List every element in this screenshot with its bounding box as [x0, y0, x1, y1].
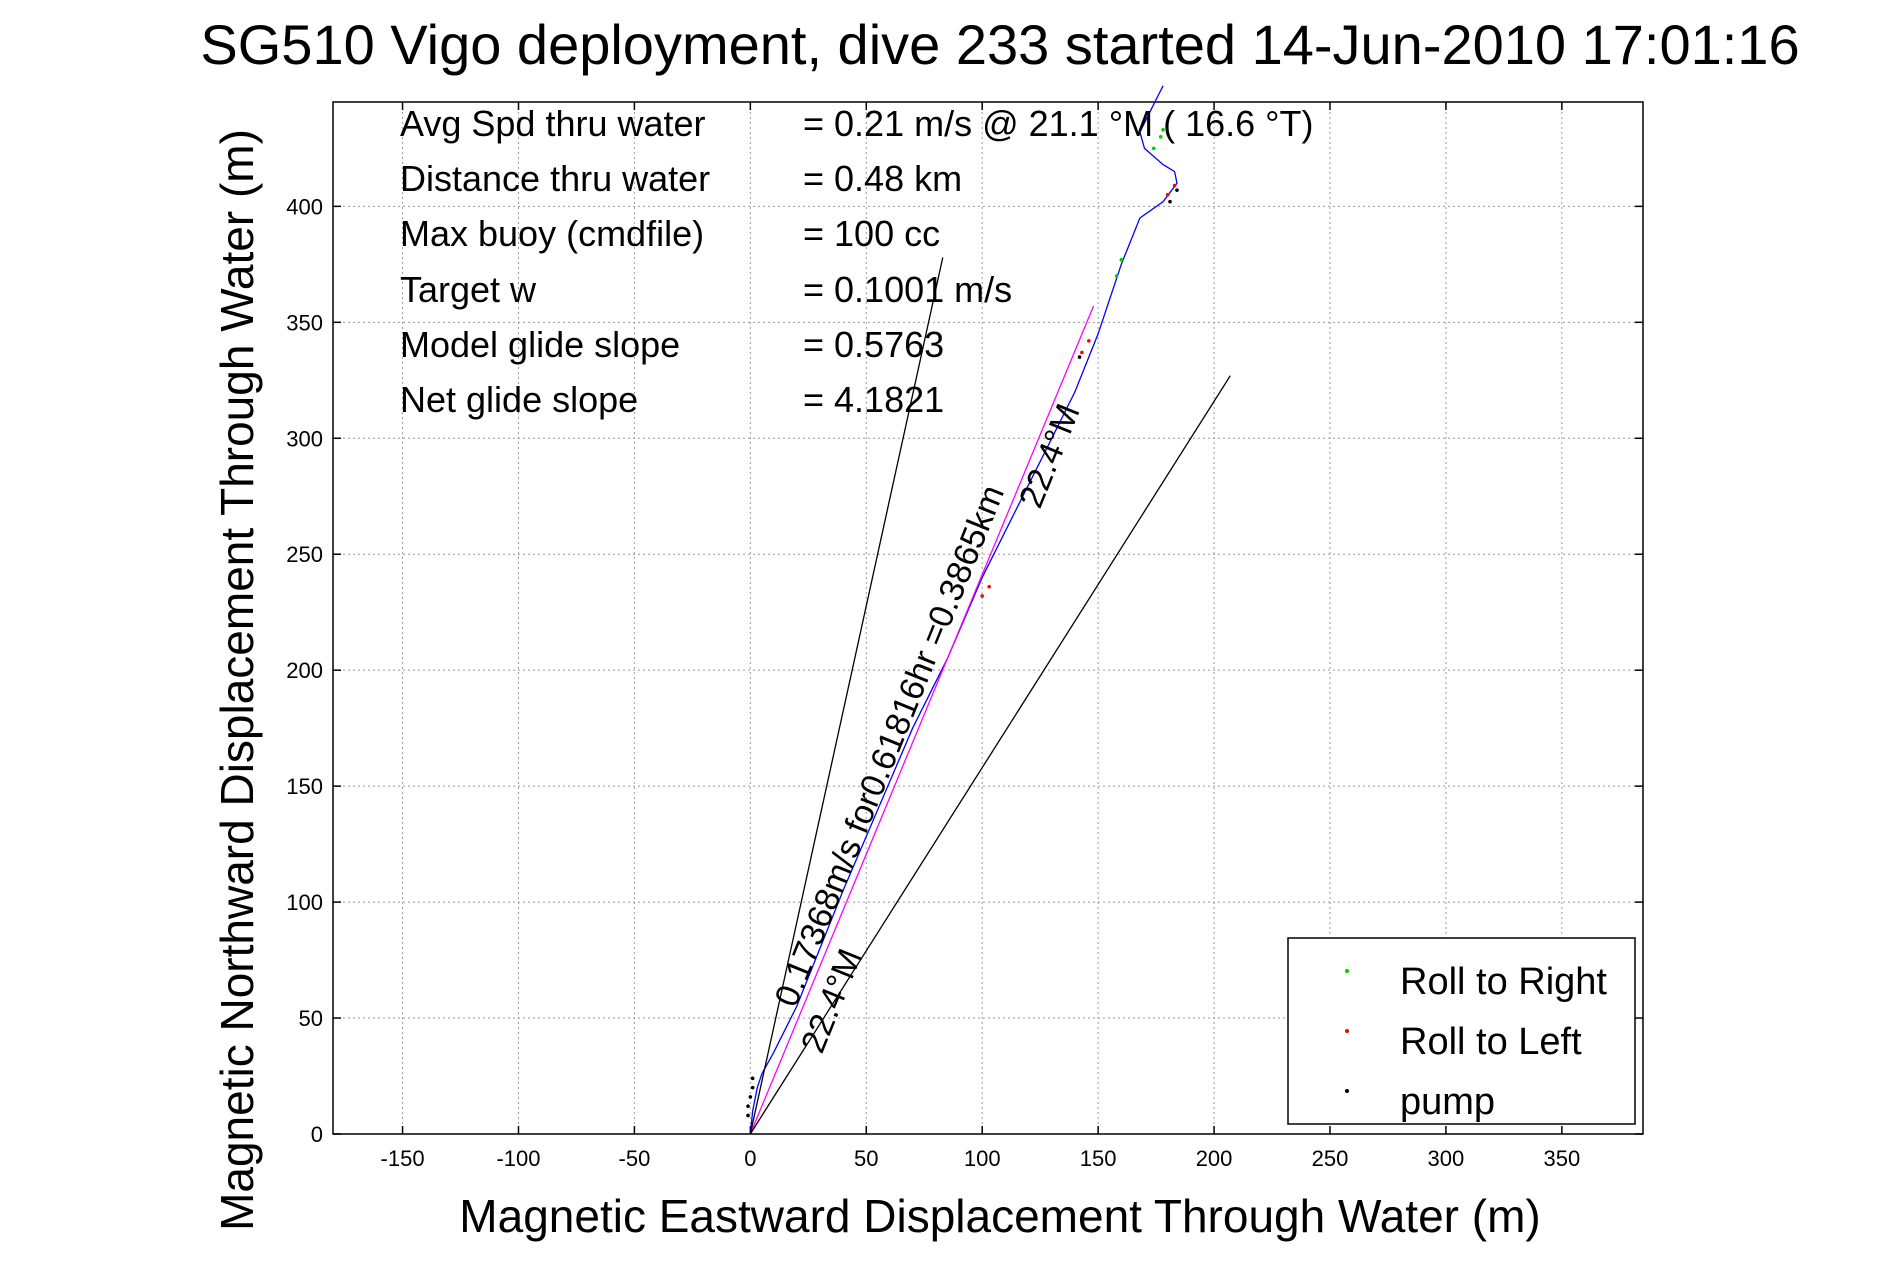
roll-right-point — [1158, 134, 1163, 139]
y-tick-label: 150 — [286, 774, 323, 799]
stat-value: = 0.48 km — [803, 158, 962, 199]
plot-frame — [332, 101, 1644, 1135]
x-tick-label: 350 — [1543, 1146, 1580, 1171]
stat-value: = 0.5763 — [803, 324, 944, 365]
stat-value: = 4.1821 — [803, 379, 944, 420]
stat-label: Target w — [400, 269, 537, 310]
legend-label: Roll to Left — [1400, 1021, 1582, 1063]
x-tick-label: 150 — [1080, 1146, 1117, 1171]
series-line-bound-left — [749, 257, 944, 1135]
roll-left-point — [1080, 350, 1084, 355]
y-tick-label: 50 — [299, 1006, 323, 1031]
x-tick-label: 0 — [744, 1146, 756, 1171]
stat-label: Avg Spd thru water — [400, 103, 706, 144]
series-line-track — [749, 85, 1178, 1135]
stats-box: Avg Spd thru water = 0.21 m/s @ 21.1 °M … — [400, 103, 1314, 420]
pump-point — [1175, 188, 1179, 192]
stat-value: = 100 cc — [803, 213, 940, 254]
series-markers — [746, 128, 1179, 1118]
y-tick-label: 0 — [311, 1122, 323, 1147]
y-tick-label: 350 — [286, 310, 323, 335]
roll-right-point — [1114, 274, 1119, 278]
roll-left-point — [980, 594, 985, 598]
chart-title: SG510 Vigo deployment, dive 233 started … — [200, 13, 1799, 76]
roll-right-point — [1151, 146, 1156, 151]
y-tick-label: 400 — [286, 194, 323, 219]
pump-point — [746, 1113, 750, 1118]
x-tick-label: 50 — [854, 1146, 878, 1171]
x-tick-label: 200 — [1196, 1146, 1233, 1171]
x-tick-label: 250 — [1312, 1146, 1349, 1171]
stat-value: = 0.21 m/s @ 21.1 °M ( 16.6 °T) — [803, 103, 1314, 144]
pump-point — [750, 1076, 755, 1081]
series-lines — [749, 85, 1231, 1135]
stat-label: Net glide slope — [400, 379, 638, 420]
legend-label: Roll to Right — [1400, 961, 1607, 1003]
axis-ticks: -150 -100 -50 0 50 100 150 200 250 300 350 0 50 100 15… — [286, 102, 1643, 1171]
legend-marker-roll-right — [1345, 969, 1349, 973]
y-axis-label: Magnetic Northward Displacement Through … — [211, 129, 263, 1231]
roll-right-point — [1119, 257, 1124, 262]
roll-right-point — [1161, 128, 1165, 132]
stat-label: Max buoy (cmdfile) — [400, 213, 704, 254]
pump-point — [1077, 355, 1082, 359]
pump-point — [1168, 199, 1172, 204]
legend-marker-pump — [1345, 1089, 1349, 1093]
roll-left-point — [987, 584, 991, 589]
roll-left-point — [1165, 192, 1170, 197]
pump-point — [748, 1095, 753, 1099]
pump-point — [750, 1085, 755, 1090]
roll-left-point — [1172, 183, 1177, 188]
stat-label: Distance thru water — [400, 158, 710, 199]
pump-point — [746, 1104, 750, 1108]
stat-value: = 0.1001 m/s — [803, 269, 1012, 310]
legend-marker-roll-left — [1345, 1029, 1349, 1033]
series-line-bound-right — [749, 375, 1231, 1135]
y-tick-label: 200 — [286, 658, 323, 683]
x-tick-label: -150 — [381, 1146, 425, 1171]
roll-left-point — [1087, 339, 1091, 343]
stat-label: Model glide slope — [400, 324, 680, 365]
x-tick-label: 100 — [964, 1146, 1001, 1171]
y-tick-label: 300 — [286, 426, 323, 451]
x-axis-label: Magnetic Eastward Displacement Through W… — [459, 1190, 1540, 1242]
y-tick-label: 250 — [286, 542, 323, 567]
x-tick-label: 300 — [1428, 1146, 1465, 1171]
legend-label: pump — [1400, 1081, 1495, 1123]
series-line-fit — [749, 305, 1095, 1135]
y-tick-label: 100 — [286, 890, 323, 915]
legend: Roll to Right Roll to Left pump — [1287, 937, 1636, 1125]
x-tick-label: -50 — [619, 1146, 651, 1171]
x-tick-label: -100 — [496, 1146, 540, 1171]
